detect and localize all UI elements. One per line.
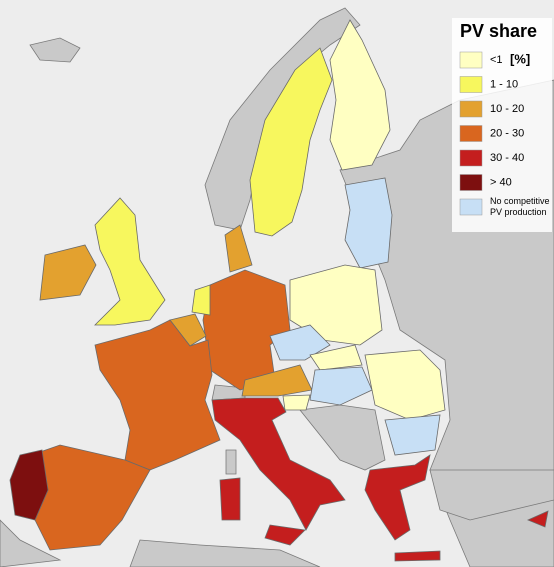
legend-label: No competitive <box>490 196 550 206</box>
legend-label: 30 - 40 <box>490 152 524 164</box>
legend-label: 10 - 20 <box>490 103 524 115</box>
sweden <box>249 47 333 237</box>
cyprus <box>526 510 549 528</box>
sicily <box>264 524 306 546</box>
sardinia <box>219 477 241 521</box>
legend-label: > 40 <box>490 176 512 188</box>
greece <box>364 454 431 541</box>
legend-unit: [%] <box>510 51 530 66</box>
romania <box>364 349 446 421</box>
baltics <box>344 177 393 269</box>
legend-label: 20 - 30 <box>490 127 524 139</box>
legend-swatch <box>459 76 483 93</box>
czechia <box>269 324 331 361</box>
legend-swatch <box>459 174 483 191</box>
crete <box>394 550 441 562</box>
slovakia <box>309 344 363 371</box>
legend-swatch <box>459 100 483 118</box>
ireland <box>39 244 97 301</box>
legend-swatch <box>459 51 483 69</box>
france <box>94 319 221 471</box>
united-kingdom <box>94 197 166 326</box>
countries <box>9 19 549 562</box>
denmark <box>224 224 253 273</box>
bulgaria <box>384 414 441 456</box>
netherlands <box>191 284 211 316</box>
legend-label: 1 - 10 <box>490 78 518 90</box>
legend-label: PV production <box>490 207 547 217</box>
legend-title: PV share <box>460 21 537 41</box>
italy <box>211 397 346 531</box>
legend-swatch <box>459 125 483 142</box>
legend-label: <1 <box>490 54 503 66</box>
hungary <box>309 366 373 406</box>
legend-swatch <box>459 149 483 167</box>
austria <box>241 364 313 397</box>
legend: PV share [%] <1 1 - 10 10 - 20 20 - 30 30 - … <box>452 18 552 232</box>
legend-swatch <box>459 198 483 216</box>
finland <box>329 19 391 171</box>
poland <box>289 264 383 346</box>
slovenia <box>282 394 311 411</box>
portugal <box>9 449 49 521</box>
